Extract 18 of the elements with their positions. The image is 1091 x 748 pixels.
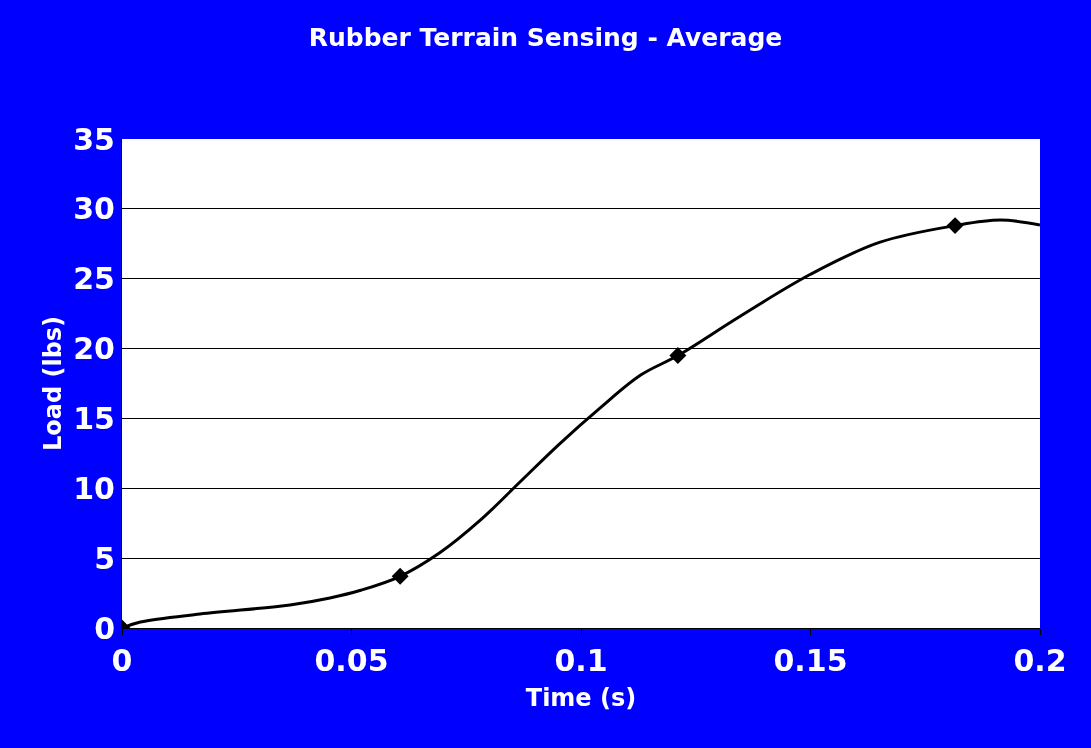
y-tick-label: 15 xyxy=(73,400,115,436)
x-tick-label: 0.15 xyxy=(773,643,848,678)
chart-title: Rubber Terrain Sensing - Average xyxy=(308,23,783,53)
y-tick-label: 30 xyxy=(73,191,115,227)
x-tick-label: 0.1 xyxy=(554,643,608,678)
y-tick-label: 0 xyxy=(94,610,115,646)
y-tick-label: 20 xyxy=(73,331,115,367)
y-tick-label: 10 xyxy=(73,470,115,506)
y-tick-label: 5 xyxy=(94,540,115,576)
x-axis-title: Time (s) xyxy=(525,684,637,713)
point xyxy=(669,347,687,365)
y-axis-title: Load (lbs) xyxy=(39,315,68,452)
y-tick-label: 35 xyxy=(73,121,115,157)
point xyxy=(946,217,964,235)
x-tick-label: 0.2 xyxy=(1013,643,1067,678)
x-tick-label: 0.05 xyxy=(314,643,389,678)
point xyxy=(391,567,409,585)
y-tick-label: 25 xyxy=(73,261,115,297)
